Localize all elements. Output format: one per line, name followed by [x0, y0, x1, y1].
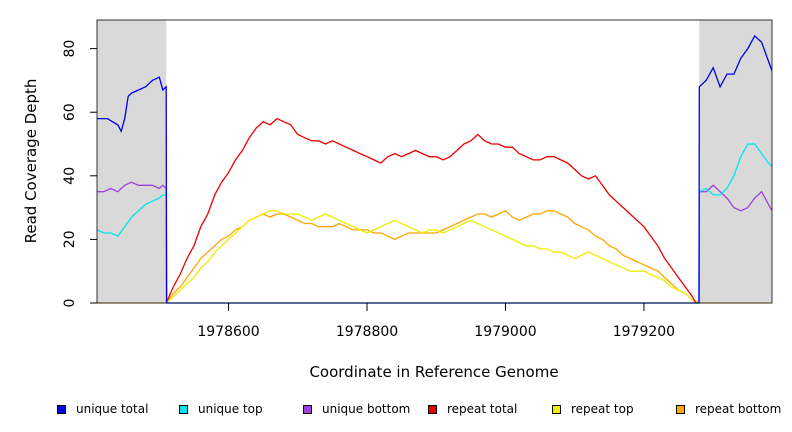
x-tick-label: 1979000	[474, 324, 536, 340]
legend-swatch	[428, 404, 437, 414]
legend-label: unique bottom	[322, 402, 411, 416]
shaded-region-layer	[97, 20, 772, 303]
legend-label: repeat top	[571, 402, 634, 416]
y-tick-label: 60	[62, 103, 78, 121]
plot-frame	[96, 19, 773, 304]
legend-item-repeat-total: repeat total	[428, 398, 517, 420]
shaded-region-1	[699, 20, 772, 303]
legend-item-unique-bottom: unique bottom	[303, 398, 410, 420]
legend-label: repeat total	[447, 402, 518, 416]
series-line-unique-top	[96, 143, 773, 304]
shaded-region-0	[97, 20, 167, 303]
legend-swatch	[552, 404, 561, 414]
legend-swatch	[303, 404, 312, 414]
coverage-chart: 1978600 1978800 1979000 1979200 0 20 40 60 80 C…	[22, 19, 773, 381]
chart-legend: unique total unique top unique bottom repea…	[0, 398, 792, 422]
legend-item-repeat-top: repeat top	[552, 398, 634, 420]
series-layer	[96, 34, 773, 304]
x-tick-label: 1978600	[197, 324, 259, 340]
legend-item-unique-top: unique top	[179, 398, 263, 420]
legend-item-unique-total: unique total	[57, 398, 148, 420]
legend-label: repeat bottom	[695, 402, 782, 416]
legend-swatch	[179, 404, 188, 414]
legend-label: unique top	[198, 402, 263, 416]
x-axis-label: Coordinate in Reference Genome	[309, 363, 558, 381]
series-line-repeat-bottom	[97, 210, 772, 304]
series-line-repeat-top	[165, 210, 700, 304]
legend-swatch	[676, 404, 685, 414]
y-tick-label: 0	[62, 299, 78, 308]
legend-swatch	[57, 404, 66, 414]
x-tick-label: 1978800	[336, 324, 398, 340]
y-tick-label: 40	[62, 167, 78, 185]
legend-item-repeat-bottom: repeat bottom	[676, 398, 781, 420]
y-tick-label: 20	[62, 230, 78, 248]
series-line-unique-bottom	[97, 181, 773, 304]
x-tick-label: 1979200	[613, 324, 675, 340]
legend-label: unique total	[76, 402, 149, 416]
y-tick-label: 80	[62, 40, 78, 58]
x-axis: 1978600 1978800 1979000 1979200	[197, 303, 675, 340]
y-axis: 0 20 40 60 80	[62, 40, 97, 308]
series-line-unique-total	[97, 34, 773, 304]
y-axis-label: Read Coverage Depth	[22, 79, 40, 244]
series-line-repeat-total	[165, 117, 700, 304]
